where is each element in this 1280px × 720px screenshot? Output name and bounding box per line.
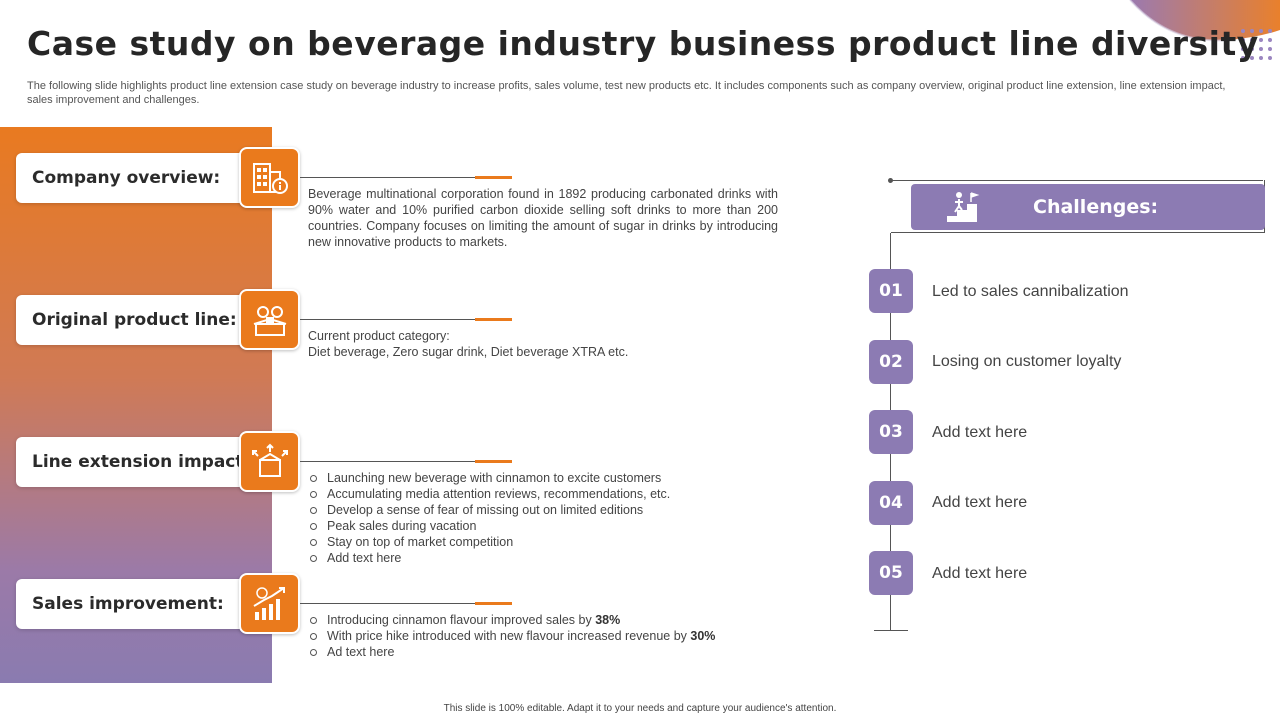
- list-item: Stay on top of market competition: [308, 534, 778, 550]
- challenges-header: Challenges:: [911, 184, 1265, 230]
- connector-line: [300, 460, 512, 463]
- list-item: With price hike introduced with new flav…: [308, 628, 778, 644]
- section-label-text: Line extension impact:: [32, 452, 251, 472]
- page-subtitle: The following slide highlights product l…: [27, 80, 1226, 106]
- challenge-number-badge: 02: [869, 340, 913, 384]
- timeline-base: [874, 630, 908, 631]
- product-line-text: Diet beverage, Zero sugar drink, Diet be…: [308, 345, 629, 359]
- list-item: Develop a sense of fear of missing out o…: [308, 502, 778, 518]
- footer-note: This slide is 100% editable. Adapt it to…: [443, 703, 837, 714]
- connector-line: [300, 176, 512, 179]
- list-item: Ad text here: [308, 644, 778, 660]
- timeline-line: [891, 180, 1263, 181]
- sales-improvement-content: Introducing cinnamon flavour improved sa…: [308, 612, 778, 660]
- challenge-number-badge: 05: [869, 551, 913, 595]
- timeline-dot: [888, 178, 893, 183]
- company-overview-text: Beverage multinational corporation found…: [308, 187, 778, 249]
- challenge-text: Add text here: [932, 424, 1028, 441]
- original-product-line-content: Current product category: Diet beverage,…: [308, 328, 778, 360]
- expand-box-icon: [239, 431, 300, 492]
- company-overview-content: Beverage multinational corporation found…: [308, 186, 778, 250]
- sales-increase-value: 38%: [595, 613, 621, 627]
- decorative-dots: [1241, 29, 1272, 60]
- connector-line: [300, 318, 512, 321]
- section-label-text: Sales improvement:: [32, 594, 224, 614]
- product-line-text: Current product category:: [308, 329, 450, 343]
- revenue-increase-value: 30%: [690, 629, 716, 643]
- challenge-text: Add text here: [932, 565, 1028, 582]
- page-title: Case study on beverage industry business…: [27, 24, 1259, 63]
- list-item: Introducing cinnamon flavour improved sa…: [308, 612, 778, 628]
- challenge-text: Losing on customer loyalty: [932, 353, 1122, 370]
- challenge-number-badge: 01: [869, 269, 913, 313]
- list-item: Peak sales during vacation: [308, 518, 778, 534]
- product-box-icon: [239, 289, 300, 350]
- list-item: Accumulating media attention reviews, re…: [308, 486, 778, 502]
- growth-chart-icon: [239, 573, 300, 634]
- list-item: Launching new beverage with cinnamon to …: [308, 470, 778, 486]
- climbing-stairs-icon: [947, 192, 980, 222]
- challenge-number-badge: 04: [869, 481, 913, 525]
- challenge-text: Add text here: [932, 494, 1028, 511]
- timeline-line: [891, 232, 1265, 233]
- challenge-number-badge: 03: [869, 410, 913, 454]
- list-item: Add text here: [308, 550, 778, 566]
- challenges-title: Challenges:: [1033, 196, 1159, 218]
- building-info-icon: [239, 147, 300, 208]
- connector-line: [300, 602, 512, 605]
- section-label-text: Original product line:: [32, 310, 237, 330]
- section-label-text: Company overview:: [32, 168, 221, 188]
- challenge-text: Led to sales cannibalization: [932, 283, 1129, 300]
- line-extension-impact-content: Launching new beverage with cinnamon to …: [308, 470, 778, 566]
